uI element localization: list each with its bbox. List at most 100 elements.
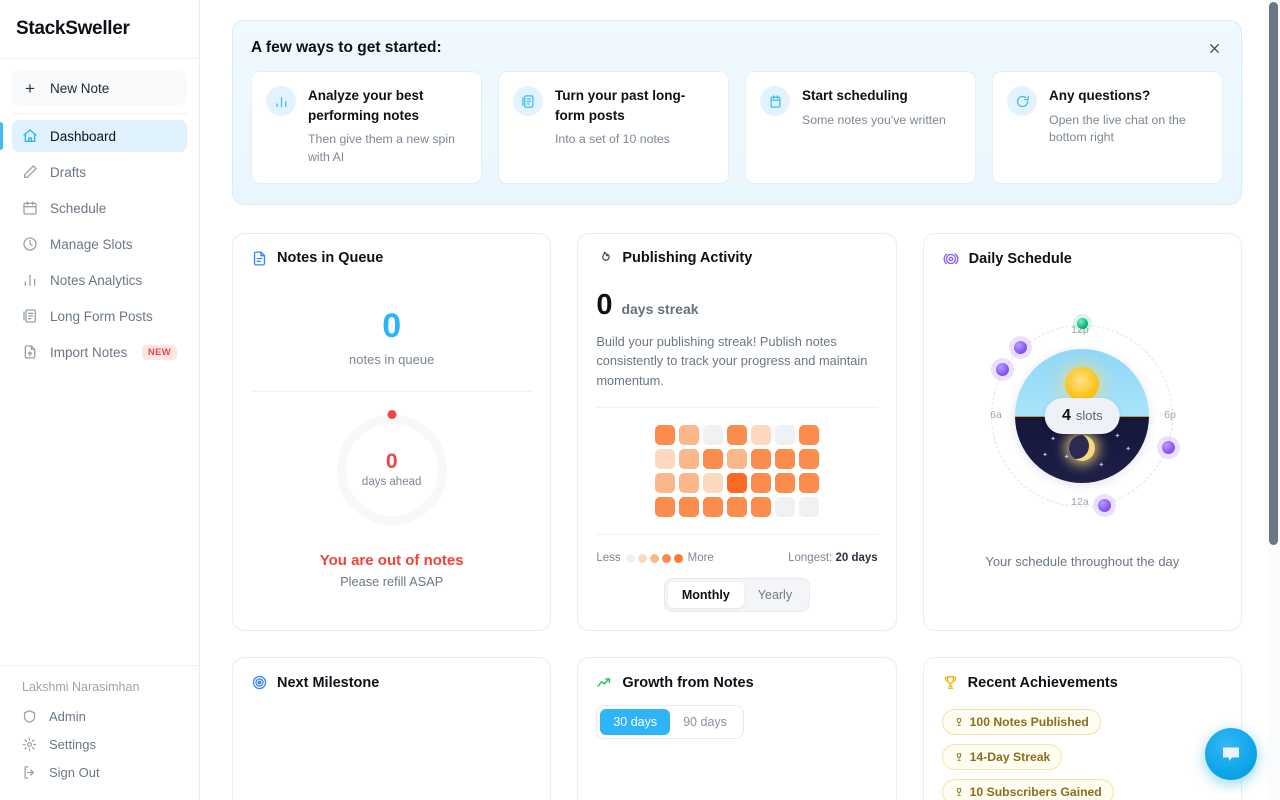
card-divider — [251, 390, 533, 392]
legend-more-label: More — [687, 552, 714, 565]
trending-up-icon — [596, 674, 613, 691]
card-header: Publishing Activity — [596, 250, 877, 267]
heatmap-cell — [678, 449, 699, 470]
calendar-icon — [22, 200, 38, 216]
achievement-label: 100 Notes Published — [969, 715, 1089, 730]
heatmap-cell — [798, 497, 819, 518]
sidebar-nav: + New Note Dashboard Drafts S — [0, 59, 199, 372]
document-icon — [251, 250, 268, 267]
banner-card-sub: Some notes you've written — [802, 112, 946, 127]
banner-title: A few ways to get started: — [251, 39, 442, 56]
card-header: Daily Schedule — [942, 250, 1223, 268]
banner-card-scheduling[interactable]: Start scheduling Some notes you've writt… — [745, 71, 976, 184]
star-icon: ✦ — [1050, 435, 1057, 443]
card-header: Next Milestone — [251, 674, 532, 691]
activity-heatmap — [596, 425, 877, 518]
pencil-icon — [22, 164, 38, 180]
new-note-label: New Note — [50, 80, 110, 96]
sidebar-item-dashboard[interactable]: Dashboard — [0, 120, 187, 152]
sidebar-item-label: Notes Analytics — [50, 272, 143, 288]
legend-dot — [637, 553, 647, 563]
star-icon: ✦ — [1125, 446, 1132, 454]
gauge-indicator-dot — [387, 409, 397, 419]
banner-card-title: Analyze your best performing notes — [308, 88, 424, 123]
heatmap-cell — [726, 449, 747, 470]
banner-card-title: Any questions? — [1049, 88, 1151, 103]
schedule-caption: Your schedule throughout the day — [985, 553, 1180, 569]
slot-marker[interactable] — [1097, 498, 1111, 512]
sidebar-item-schedule[interactable]: Schedule — [12, 192, 187, 224]
chat-bubble-icon — [1223, 747, 1239, 761]
heatmap-cell — [750, 425, 771, 446]
legend-dot — [625, 553, 635, 563]
tab-90-days[interactable]: 90 days — [683, 715, 727, 730]
close-icon[interactable] — [1203, 37, 1225, 59]
user-name: Lakshmi Narasimhan — [22, 680, 140, 694]
achievement-badge[interactable]: 14-Day Streak — [941, 744, 1063, 771]
tab-yearly[interactable]: Yearly — [757, 588, 793, 603]
card-daily-schedule: Daily Schedule ✦ ✦ ✦ ✦ ✦ — [922, 232, 1242, 632]
banner-card-longform[interactable]: Turn your past long-form posts Into a se… — [498, 71, 729, 184]
streak-stat: 0 days streak — [596, 290, 877, 320]
longest-value: 20 days — [835, 552, 878, 565]
card-title: Recent Achievements — [967, 674, 1118, 691]
tab-30-days[interactable]: 30 days — [600, 709, 671, 736]
schedule-clock: ✦ ✦ ✦ ✦ ✦ ✦ 4 slots 12p 6p 12a 6a — [942, 286, 1223, 546]
heatmap-cell — [726, 473, 747, 494]
bar-chart-icon — [266, 86, 296, 116]
queue-count-label: notes in queue — [349, 351, 435, 367]
sidebar-item-import-notes[interactable]: Import Notes NEW — [12, 336, 187, 368]
sidebar-item-long-form-posts[interactable]: Long Form Posts — [12, 300, 187, 332]
card-publishing-activity: Publishing Activity 0 days streak Build … — [577, 232, 897, 632]
banner-card-questions[interactable]: Any questions? Open the live chat on the… — [992, 71, 1223, 184]
heatmap-cell — [798, 449, 819, 470]
banner-card-analyze[interactable]: Analyze your best performing notes Then … — [251, 71, 482, 184]
slot-marker[interactable] — [995, 363, 1009, 377]
sidebar-item-sign-out[interactable]: Sign Out — [12, 758, 187, 786]
banner-card-title: Turn your past long-form posts — [555, 88, 686, 123]
sidebar-item-label: Drafts — [50, 164, 87, 180]
tick-6p: 6p — [1164, 408, 1176, 421]
heatmap-cell — [726, 425, 747, 446]
sidebar-item-notes-analytics[interactable]: Notes Analytics — [12, 264, 187, 296]
banner-card-sub: Open the live chat on the bottom right — [1049, 112, 1186, 145]
gauge-ring: 0 days ahead — [336, 409, 447, 525]
sidebar-item-settings[interactable]: Settings — [12, 730, 187, 758]
achievement-badge[interactable]: 100 Notes Published — [941, 709, 1101, 736]
legend-less-label: Less — [596, 552, 621, 565]
achievement-badges: 100 Notes Published 14-Day Streak 10 Sub… — [941, 709, 1223, 800]
new-note-button[interactable]: + New Note — [12, 71, 187, 105]
banner-card-sub: Then give them a new spin with AI — [308, 132, 455, 164]
slot-marker[interactable] — [1162, 440, 1176, 454]
sun-icon — [1065, 366, 1100, 401]
brand: StackSweller — [0, 0, 199, 59]
sidebar-spacer — [0, 372, 199, 665]
period-toggle[interactable]: Monthly Yearly — [663, 578, 811, 613]
sidebar-item-label: Admin — [49, 708, 86, 724]
flame-icon — [596, 250, 613, 267]
days-ahead-label: days ahead — [361, 476, 422, 489]
card-divider — [596, 534, 878, 536]
heatmap-cell — [798, 473, 819, 494]
heatmap-cell — [774, 497, 795, 518]
sidebar-item-label: Long Form Posts — [50, 308, 153, 324]
active-slot-marker[interactable] — [1076, 318, 1088, 330]
legend-dot — [661, 553, 671, 563]
sidebar-item-admin[interactable]: Admin — [12, 702, 187, 730]
achievement-badge[interactable]: 10 Subscribers Gained — [941, 779, 1114, 800]
scrollbar-thumb[interactable] — [1269, 2, 1278, 545]
growth-range-toggle[interactable]: 30 days 90 days — [596, 705, 744, 740]
slot-marker[interactable] — [1014, 340, 1028, 354]
plus-icon: + — [25, 78, 35, 98]
tab-monthly[interactable]: Monthly — [667, 582, 744, 609]
main-content: A few ways to get started: Analyze your … — [200, 0, 1280, 800]
sidebar-item-drafts[interactable]: Drafts — [12, 156, 187, 188]
sidebar-item-label: Manage Slots — [50, 236, 133, 252]
page-scrollbar[interactable] — [1267, 0, 1280, 800]
sidebar-item-manage-slots[interactable]: Manage Slots — [12, 228, 187, 260]
nav-divider — [12, 113, 187, 114]
live-chat-button[interactable] — [1205, 728, 1257, 780]
article-icon — [22, 308, 38, 324]
heatmap-cell — [654, 473, 675, 494]
card-divider — [596, 407, 878, 409]
